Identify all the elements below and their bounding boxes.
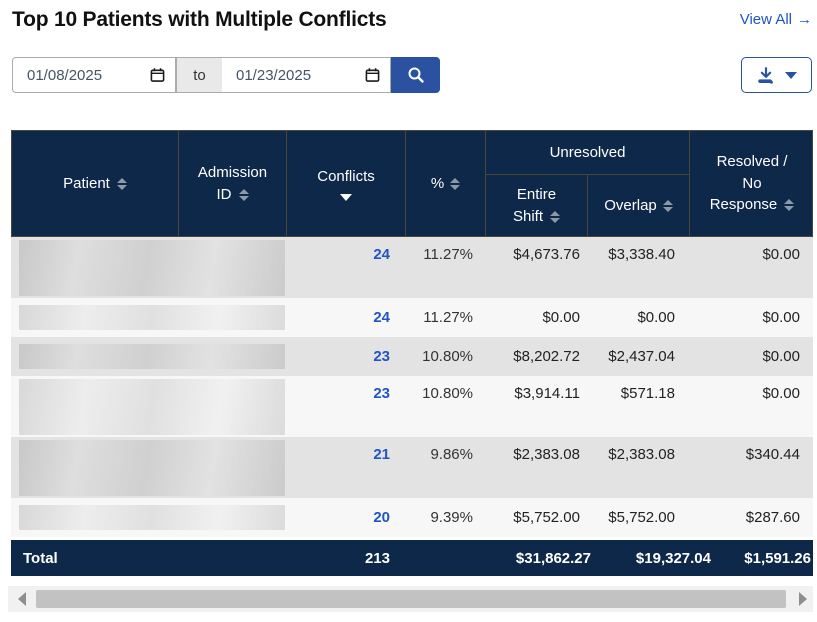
overlap-amount-cell: $5,752.00 [608,509,675,526]
percent-cell: 9.39% [430,509,473,526]
sort-updown-icon [784,199,795,212]
resolved-amount-cell: $0.00 [762,309,800,326]
redacted-patient-info [19,240,285,296]
total-overlap: $19,327.04 [635,549,711,567]
calendar-icon[interactable] [365,67,380,83]
table-row: 24 11.27% $4,673.76 $3,338.40 $0.00 [11,237,813,298]
filter-toolbar: to [12,57,812,93]
column-header-patient[interactable]: Patient [12,131,178,236]
page-title: Top 10 Patients with Multiple Conflicts [12,8,387,31]
caret-down-icon [785,71,797,79]
overlap-amount-cell: $3,338.40 [608,246,675,263]
percent-cell: 10.80% [422,348,473,365]
conflicts-count-link[interactable]: 24 [373,246,390,263]
sort-updown-icon [116,177,127,190]
table-header: Patient Admission ID Conflicts % Unresol… [11,130,813,237]
resolved-amount-cell: $0.00 [762,348,800,365]
redacted-patient-info [19,440,285,496]
start-date-field [12,57,176,93]
overlap-amount-cell: $0.00 [637,309,675,326]
conflicts-table: Patient Admission ID Conflicts % Unresol… [11,130,813,576]
resolved-amount-cell: $0.00 [762,246,800,263]
table-body: 24 11.27% $4,673.76 $3,338.40 $0.00 24 1… [11,237,813,537]
sort-updown-icon [662,199,673,212]
overlap-amount-cell: $2,383.08 [608,446,675,463]
entire-shift-amount-cell: $4,673.76 [513,246,580,263]
export-button[interactable] [741,57,812,93]
end-date-field [222,57,391,93]
view-all-link[interactable]: View All → [740,11,812,28]
column-label: Unresolved [549,143,626,161]
sort-updown-icon [238,188,249,201]
end-date-input[interactable] [236,66,328,84]
column-header-entire-shift[interactable]: Entire Shift [485,175,587,236]
date-range-picker: to [12,57,440,93]
redacted-patient-info [19,344,285,369]
total-row: Total 213 $31,862.27 $19,327.04 $1,591.2… [11,540,813,576]
column-header-percent[interactable]: % [405,131,485,236]
total-label: Total [23,549,58,567]
entire-shift-amount-cell: $2,383.08 [513,446,580,463]
percent-cell: 10.80% [422,385,473,402]
table-row: 23 10.80% $3,914.11 $571.18 $0.00 [11,376,813,437]
overlap-amount-cell: $571.18 [620,385,675,402]
column-label: Admission ID [197,163,268,203]
column-header-admission-id[interactable]: Admission ID [178,131,286,236]
column-label: Overlap [604,196,657,214]
resolved-amount-cell: $287.60 [745,509,800,526]
column-label: Resolved / No Response [709,151,795,216]
view-all-label: View All [739,11,792,28]
redacted-patient-info [19,505,285,530]
total-resolved: $1,591.26 [744,549,811,567]
table-row: 24 11.27% $0.00 $0.00 $0.00 [11,298,813,337]
table-row: 23 10.80% $8,202.72 $2,437.04 $0.00 [11,337,813,376]
entire-shift-amount-cell: $0.00 [542,309,580,326]
table-row: 20 9.39% $5,752.00 $5,752.00 $287.60 [11,498,813,537]
calendar-icon[interactable] [150,67,165,83]
column-group-unresolved: Unresolved [485,131,689,175]
search-button[interactable] [391,57,440,93]
horizontal-scrollbar[interactable] [8,586,813,612]
conflicts-count-link[interactable]: 20 [373,509,390,526]
scroll-right-arrow-icon[interactable] [799,592,807,606]
redacted-patient-info [19,379,285,435]
resolved-amount-cell: $340.44 [745,446,800,463]
sort-updown-icon [450,177,461,190]
redacted-patient-info [19,305,285,330]
column-header-overlap[interactable]: Overlap [587,175,689,236]
column-header-conflicts[interactable]: Conflicts [286,131,405,236]
conflicts-count-link[interactable]: 24 [373,309,390,326]
date-range-separator: to [176,57,222,93]
arrow-right-icon: → [797,11,812,28]
scrollbar-thumb[interactable] [36,590,786,608]
total-conflicts: 213 [364,549,390,567]
scroll-left-arrow-icon[interactable] [18,592,26,606]
table-row: 21 9.86% $2,383.08 $2,383.08 $340.44 [11,437,813,498]
start-date-input[interactable] [27,66,119,84]
resolved-amount-cell: $0.00 [762,385,800,402]
conflicts-count-link[interactable]: 21 [373,446,390,463]
column-header-resolved[interactable]: Resolved / No Response [689,131,814,236]
column-label: Conflicts [317,168,375,186]
percent-cell: 11.27% [423,309,473,326]
sort-desc-icon [340,193,352,201]
entire-shift-amount-cell: $8,202.72 [513,348,580,365]
entire-shift-amount-cell: $5,752.00 [513,509,580,526]
total-entire-shift: $31,862.27 [515,549,591,567]
percent-cell: 9.86% [430,446,473,463]
overlap-amount-cell: $2,437.04 [608,348,675,365]
sort-updown-icon [550,210,560,223]
column-label: Patient [63,174,110,192]
column-label: Entire Shift [508,184,566,228]
column-label: % [430,174,445,192]
entire-shift-amount-cell: $3,914.11 [514,385,580,402]
conflicts-count-link[interactable]: 23 [373,385,390,402]
percent-cell: 11.27% [423,246,473,263]
download-icon [756,66,776,85]
conflicts-count-link[interactable]: 23 [373,348,390,365]
search-icon [407,66,425,84]
